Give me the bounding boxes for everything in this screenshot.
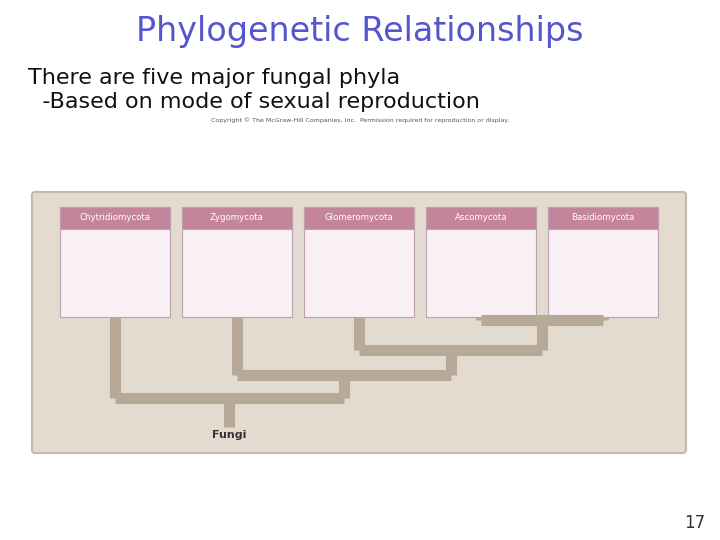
Text: Chytridiomycota: Chytridiomycota xyxy=(79,213,150,222)
Text: Phylogenetic Relationships: Phylogenetic Relationships xyxy=(136,16,584,49)
Text: 17: 17 xyxy=(684,514,705,532)
Bar xyxy=(304,207,414,229)
Text: Zygomycota: Zygomycota xyxy=(210,213,264,222)
Bar xyxy=(548,207,658,317)
Bar xyxy=(60,207,170,317)
Bar xyxy=(304,207,414,317)
FancyBboxPatch shape xyxy=(32,192,686,453)
Text: There are five major fungal phyla: There are five major fungal phyla xyxy=(28,68,400,88)
Bar xyxy=(60,207,170,229)
Text: Glomeromycota: Glomeromycota xyxy=(325,213,393,222)
Text: Copyright © The McGraw-Hill Companies, Inc.  Permission required for reproductio: Copyright © The McGraw-Hill Companies, I… xyxy=(211,117,509,123)
Bar xyxy=(182,207,292,317)
Bar xyxy=(426,207,536,317)
Bar xyxy=(182,207,292,229)
Text: Basidiomycota: Basidiomycota xyxy=(571,213,635,222)
Bar xyxy=(548,207,658,229)
Text: Fungi: Fungi xyxy=(212,430,246,440)
Bar xyxy=(426,207,536,229)
Text: Ascomycota: Ascomycota xyxy=(455,213,508,222)
Text: -Based on mode of sexual reproduction: -Based on mode of sexual reproduction xyxy=(28,92,480,112)
